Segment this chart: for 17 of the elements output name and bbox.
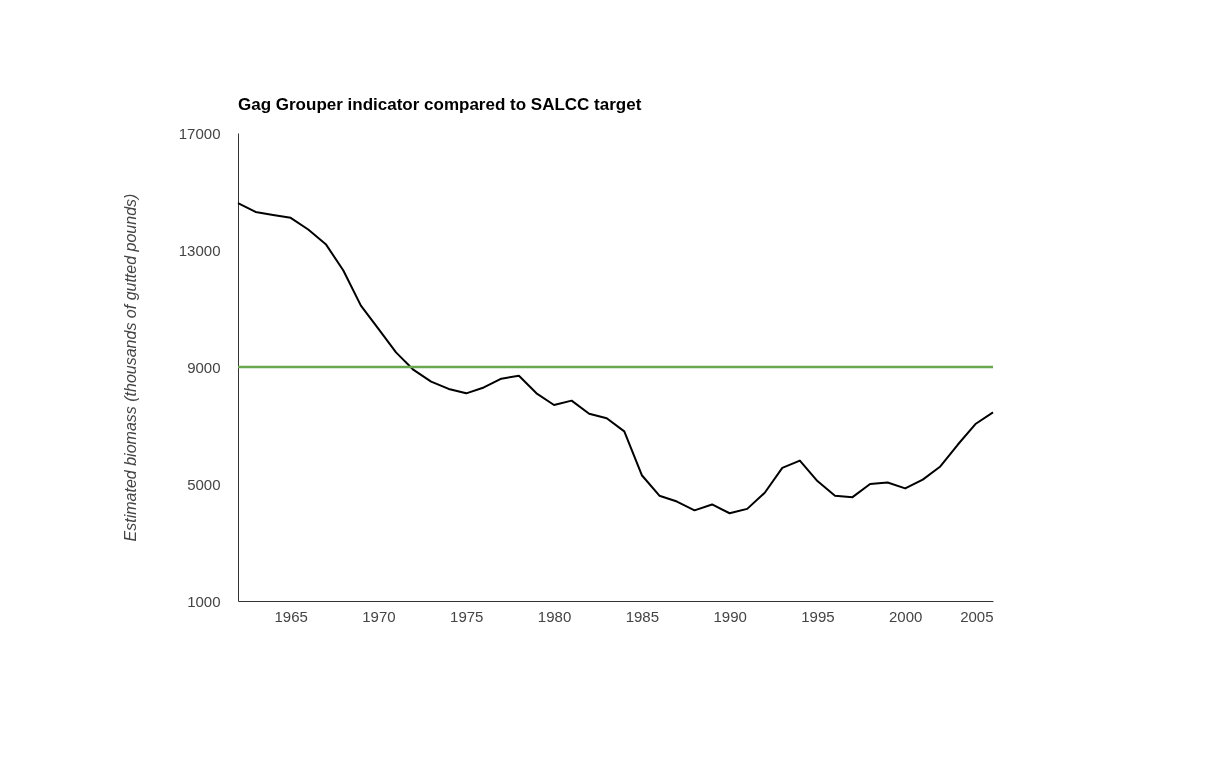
y-tick-label: 17000 [178, 124, 221, 142]
y-tick-label: 13000 [178, 241, 221, 259]
y-tick-label: 5000 [187, 475, 221, 493]
x-tick-label: 1995 [801, 607, 835, 625]
x-tick-label: 1980 [537, 607, 572, 625]
y-tick-label: 1000 [187, 592, 221, 610]
x-tick-label: 1975 [450, 607, 484, 625]
y-axis-title: Estimated biomass (thousands of gutted pounds) [121, 193, 139, 542]
x-tick-label: 1985 [625, 607, 660, 625]
x-tick-label: 1990 [713, 607, 747, 625]
y-tick-label: 9000 [187, 358, 221, 376]
x-tick-label: 1970 [362, 607, 396, 625]
chart-title: Gag Grouper indicator compared to SALCC target [238, 95, 642, 114]
x-tick-label: 2000 [889, 607, 923, 625]
line-series [237, 202, 994, 515]
x-tick-label: 1965 [274, 607, 308, 625]
x-tick-label: 2005 [960, 607, 994, 625]
